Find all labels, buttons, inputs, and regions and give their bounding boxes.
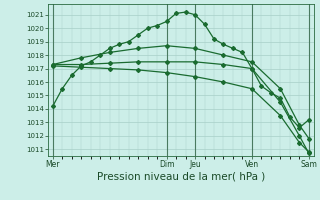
X-axis label: Pression niveau de la mer( hPa ): Pression niveau de la mer( hPa )	[97, 172, 265, 182]
